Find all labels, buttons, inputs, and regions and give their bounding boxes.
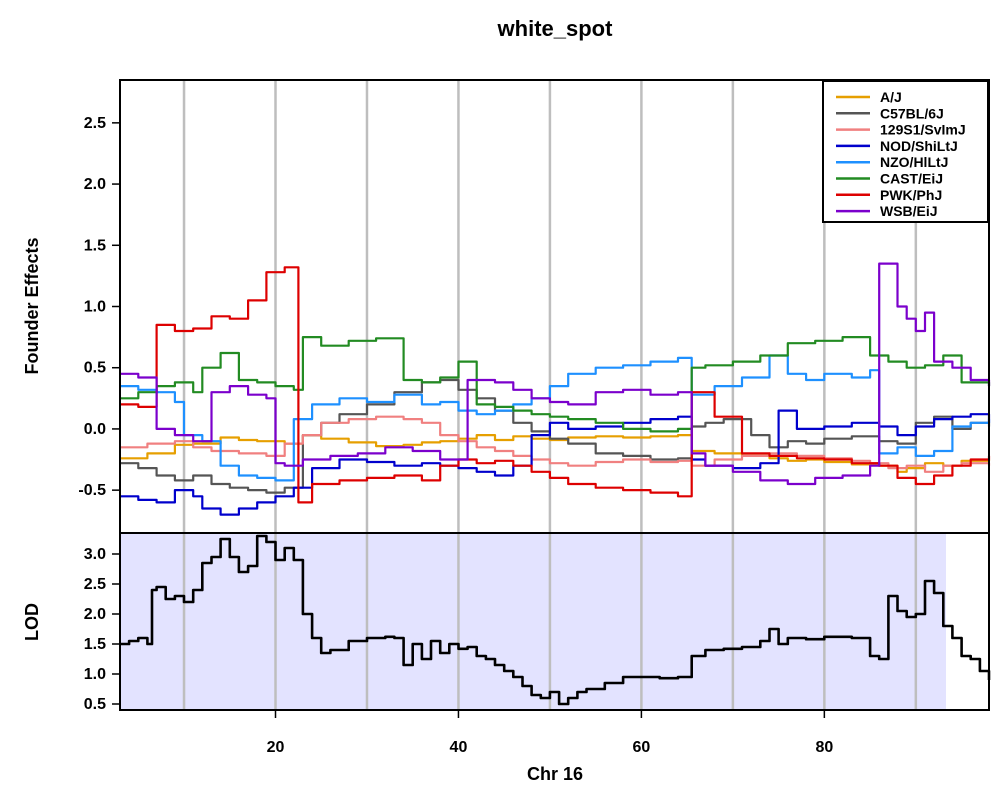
top-ytick-label-0: -0.5	[78, 482, 106, 499]
x-axis-ticks: 20 40 60 80	[267, 710, 833, 756]
bottom-y-axis-title: LOD	[22, 603, 42, 641]
legend-label-6: PWK/PhJ	[880, 187, 942, 203]
legend: A/JC57BL/6J129S1/SvImJNOD/ShiLtJNZO/HlLt…	[822, 80, 989, 223]
bottom-ytick-label-0: 0.5	[84, 696, 106, 713]
bottom-series-group	[120, 534, 991, 706]
chart-title: white_spot	[497, 16, 614, 41]
bottom-ytick-label-1: 1.0	[84, 666, 106, 683]
top-y-axis-title: Founder Effects	[22, 237, 42, 374]
lod-significance-shade	[120, 533, 947, 710]
bottom-ytick-label-2: 1.5	[84, 636, 106, 653]
legend-label-4: NZO/HlLtJ	[880, 154, 948, 170]
top-ytick-label-6: 2.5	[84, 115, 106, 132]
legend-label-5: CAST/EiJ	[880, 171, 943, 187]
lod-panel: 0.5 1.0 1.5 2.0 2.5 3.0 20 40 60 80 LOD Chr 16	[22, 532, 991, 784]
top-ytick-label-2: 0.5	[84, 360, 106, 377]
founder-effects-panel: -0.5 0.0 0.5 1.0 1.5 2.0 2.5 Founder Effects A…	[22, 79, 991, 534]
top-series-group	[120, 262, 991, 516]
top-ytick-label-1: 0.0	[84, 421, 106, 438]
xtick-label-1: 40	[450, 739, 468, 756]
legend-label-2: 129S1/SvImJ	[880, 122, 966, 138]
series-line-a-j	[120, 434, 991, 473]
top-ytick-label-3: 1.0	[84, 299, 106, 316]
top-vertical-gridlines	[182, 80, 918, 533]
series-line-wsb-eij	[120, 262, 991, 486]
top-y-axis-ticks: -0.5 0.0 0.5 1.0 1.5 2.0 2.5	[78, 115, 120, 499]
top-ytick-label-5: 2.0	[84, 176, 106, 193]
xtick-label-3: 80	[815, 739, 833, 756]
lod-line	[120, 534, 991, 706]
bottom-panel-frame	[119, 532, 990, 711]
legend-label-0: A/J	[880, 89, 902, 105]
bottom-vertical-gridlines	[182, 533, 918, 710]
legend-label-1: C57BL/6J	[880, 105, 944, 121]
bottom-ytick-label-4: 2.5	[84, 576, 106, 593]
top-ytick-label-4: 1.5	[84, 237, 106, 254]
series-line-pwk-phj	[120, 266, 991, 504]
bottom-ytick-label-3: 2.0	[84, 606, 106, 623]
legend-label-3: NOD/ShiLtJ	[880, 138, 958, 154]
bottom-y-axis-ticks: 0.5 1.0 1.5 2.0 2.5 3.0	[84, 546, 120, 713]
bottom-ytick-label-5: 3.0	[84, 546, 106, 563]
legend-label-7: WSB/EiJ	[880, 203, 938, 219]
xtick-label-0: 20	[267, 739, 285, 756]
series-line-nod-shiltj	[120, 409, 991, 516]
x-axis-title: Chr 16	[527, 764, 583, 784]
legend-box	[822, 80, 989, 223]
legend-items: A/JC57BL/6J129S1/SvImJNOD/ShiLtJNZO/HlLt…	[836, 89, 966, 219]
series-line-cast-eij	[120, 336, 991, 433]
xtick-label-2: 60	[633, 739, 651, 756]
series-line-129s1-svimj	[120, 415, 991, 473]
